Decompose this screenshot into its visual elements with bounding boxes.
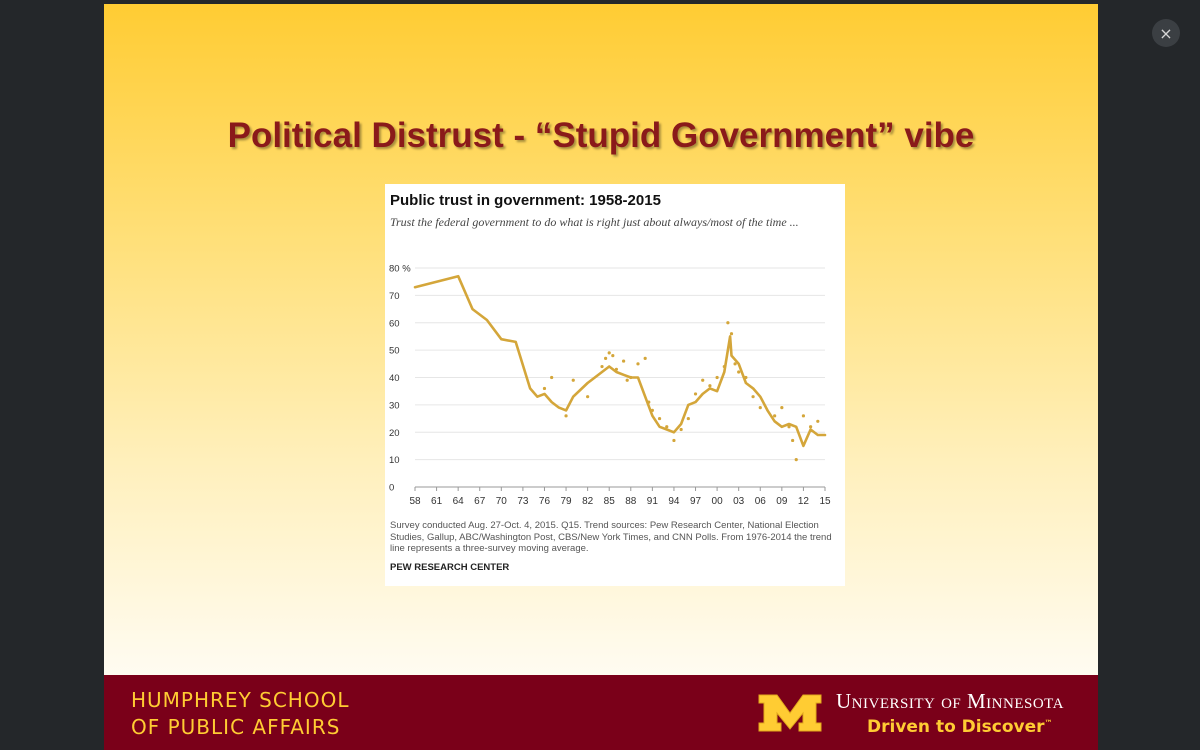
x-tick-label: 06: [755, 496, 767, 507]
survey-point: [604, 356, 608, 360]
survey-point: [801, 414, 806, 418]
trademark-mark: ™: [1044, 718, 1053, 728]
y-tick-label: 80 %: [389, 264, 411, 275]
y-tick-label: 0: [389, 483, 394, 494]
y-tick-label: 50: [389, 346, 400, 357]
survey-point: [737, 370, 741, 374]
survey-point: [607, 351, 611, 355]
x-tick-label: 76: [539, 496, 551, 507]
trend-line: [413, 274, 827, 448]
survey-point: [657, 416, 662, 421]
slide: Political Distrust - “Stupid Government”…: [104, 4, 1098, 750]
survey-point: [550, 375, 554, 380]
survey-point: [586, 395, 590, 399]
x-tick-label: 91: [647, 496, 659, 507]
survey-point: [791, 438, 795, 443]
x-tick-label: 64: [453, 496, 465, 507]
survey-point: [611, 354, 615, 358]
survey-point: [636, 362, 640, 366]
university-name-text: University of Minnesota: [836, 689, 1064, 713]
survey-point: [625, 378, 629, 382]
trust-line-chart: 0 10 20 30 40 50 60 70 80 % 58 61 64 67 70 73 76 79 82 85 8…: [389, 264, 831, 508]
x-tick-label: 12: [798, 496, 810, 507]
x-tick-label: 58: [409, 496, 421, 507]
y-tick-label: 40: [389, 373, 400, 384]
survey-point: [693, 392, 698, 396]
x-tick-label: 67: [474, 496, 486, 507]
close-button[interactable]: ×: [1152, 19, 1180, 47]
chart-card: Public trust in government: 1958-2015 Tr…: [385, 184, 845, 586]
survey-point: [729, 332, 734, 336]
footer-bar: HUMPHREY SCHOOL OF PUBLIC AFFAIRS Univer…: [104, 675, 1098, 750]
school-name-line-2: OF PUBLIC AFFAIRS: [131, 715, 341, 739]
y-tick-label: 10: [389, 455, 400, 466]
y-tick-label: 60: [389, 318, 400, 329]
x-tick-label: 73: [517, 496, 529, 507]
x-tick-label: 97: [690, 496, 702, 507]
x-tick-label: 15: [819, 496, 831, 507]
y-tick-label: 20: [389, 428, 400, 439]
x-tick-label: 88: [625, 496, 637, 507]
y-tick-label: 70: [389, 291, 400, 302]
survey-point: [679, 427, 683, 432]
x-tick-label: 82: [582, 496, 594, 507]
chart-subtitle: Trust the federal government to do what …: [390, 215, 799, 229]
survey-point: [542, 386, 547, 391]
survey-point: [621, 359, 626, 363]
survey-point: [564, 414, 568, 418]
x-tick-label: 79: [560, 496, 572, 507]
chart-note: Survey conducted Aug. 27-Oct. 4, 2015. Q…: [390, 520, 832, 554]
y-tick-label: 30: [389, 400, 400, 411]
chart-title: Public trust in government: 1958-2015: [390, 192, 661, 209]
x-tick-label: 03: [733, 496, 745, 507]
survey-point: [600, 364, 604, 369]
university-name: University of Minnesota: [836, 689, 1064, 714]
slide-title: Political Distrust - “Stupid Government”…: [227, 116, 975, 155]
x-tick-label: 09: [776, 496, 788, 507]
survey-point: [571, 378, 575, 382]
survey-point: [816, 419, 820, 423]
survey-point: [701, 378, 705, 382]
x-tick-label: 85: [604, 496, 616, 507]
tagline-text: Driven to Discover: [867, 717, 1045, 737]
close-icon: ×: [1159, 23, 1173, 43]
survey-point: [672, 438, 676, 443]
survey-point: [809, 425, 813, 429]
chart-source: PEW RESEARCH CENTER: [390, 562, 510, 573]
survey-point: [665, 425, 669, 429]
tagline: Driven to Discover™: [867, 717, 1053, 737]
survey-point: [773, 414, 777, 418]
survey-point: [733, 362, 737, 366]
block-m-logo: [758, 694, 822, 732]
survey-point: [715, 375, 719, 380]
x-tick-label: 70: [496, 496, 508, 507]
x-tick-label: 00: [712, 496, 724, 507]
survey-point: [686, 416, 690, 421]
survey-point: [787, 425, 791, 429]
survey-point: [751, 395, 755, 399]
x-tick-label: 61: [431, 496, 443, 507]
survey-point: [794, 458, 798, 462]
survey-point: [758, 406, 762, 410]
x-tick-label: 94: [668, 496, 680, 507]
survey-point: [643, 356, 647, 360]
school-name-line-1: HUMPHREY SCHOOL: [131, 688, 350, 712]
survey-point: [780, 406, 784, 410]
survey-point: [726, 321, 730, 325]
survey-point: [708, 384, 712, 388]
